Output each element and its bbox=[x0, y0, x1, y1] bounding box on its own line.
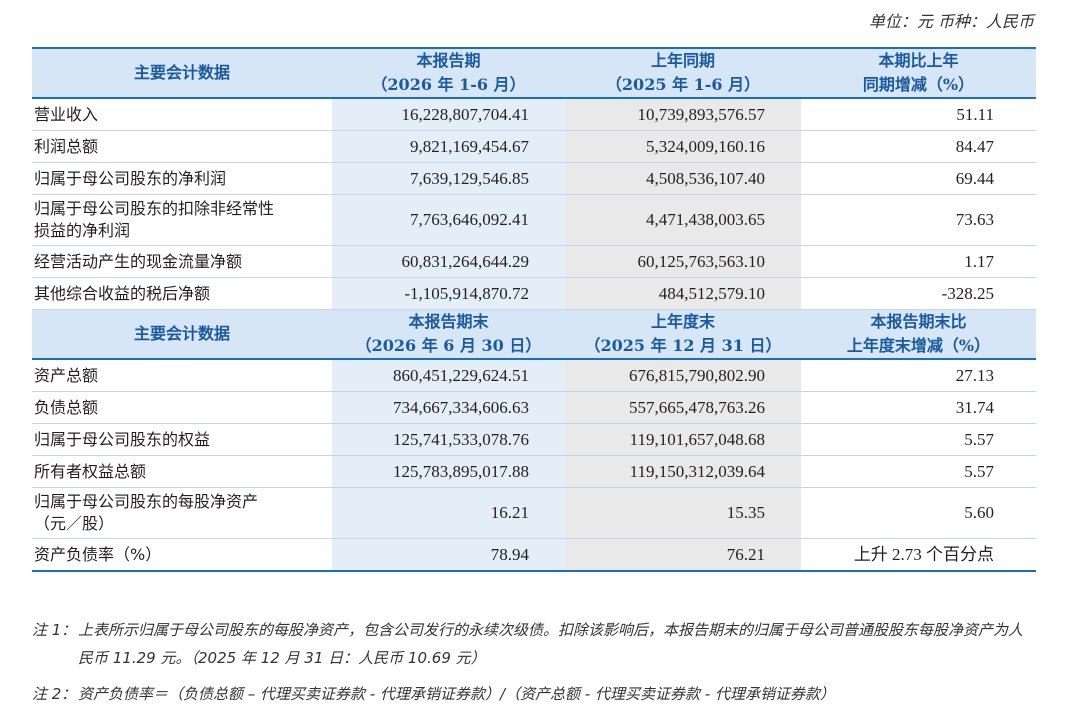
table-row: 负债总额 734,667,334,606.63 557,665,478,763.26… bbox=[32, 391, 1036, 424]
row-value-v2: 119,101,657,048.68 bbox=[565, 423, 801, 456]
row-value-v1: 16,228,807,704.41 bbox=[332, 98, 565, 131]
section2-header-row: 主要会计数据 本报告期末 （2026 年 6 月 30 日） 上年度末 （202… bbox=[32, 309, 1036, 360]
row-value-v3: 5.57 bbox=[801, 455, 1036, 488]
table-row: 归属于母公司股东的权益 125,741,533,078.76 119,101,657… bbox=[32, 423, 1036, 456]
row-label: 营业收入 bbox=[32, 98, 332, 131]
row-label: 资产总额 bbox=[32, 359, 332, 392]
row-value-v1: 9,821,169,454.67 bbox=[332, 130, 565, 163]
row-value-v1: 734,667,334,606.63 bbox=[332, 391, 565, 424]
note-2-text: 资产负债率＝（负债总额 – 代理买卖证券款 - 代理承销证券款）/（资产总额 -… bbox=[78, 685, 835, 703]
unit-label: 单位：元 币种：人民币 bbox=[868, 12, 1034, 31]
row-label: 归属于母公司股东的净利润 bbox=[32, 162, 332, 195]
financial-data-table: 主要会计数据 本报告期 （2026 年 1-6 月） 上年同期 （2025 年 … bbox=[32, 47, 1036, 572]
row-value-v3: 27.13 bbox=[801, 359, 1036, 392]
row-value-v2: 10,739,893,576.57 bbox=[565, 98, 801, 131]
row-value-v1: 125,783,895,017.88 bbox=[332, 455, 565, 488]
note-1-tag: 注 1： bbox=[32, 621, 77, 639]
row-value-v1: -1,105,914,870.72 bbox=[332, 277, 565, 310]
row-label: 负债总额 bbox=[32, 391, 332, 424]
row-value-v2: 4,508,536,107.40 bbox=[565, 162, 801, 195]
row-value-v2: 119,150,312,039.64 bbox=[565, 455, 801, 488]
table-row: 归属于母公司股东的每股净资产 （元／股） 16.21 15.35 5.60 bbox=[32, 487, 1036, 539]
table-row: 其他综合收益的税后净额 -1,105,914,870.72 484,512,579.… bbox=[32, 277, 1036, 310]
table-row: 利润总额 9,821,169,454.67 5,324,009,160.16 84.4… bbox=[32, 130, 1036, 163]
row-value-v1: 860,451,229,624.51 bbox=[332, 359, 565, 392]
row-value-v2: 15.35 bbox=[565, 487, 801, 539]
section2-body: 资产总额 860,451,229,624.51 676,815,790,802.90… bbox=[32, 359, 1036, 572]
section1-body: 营业收入 16,228,807,704.41 10,739,893,576.57 51… bbox=[32, 98, 1036, 310]
row-value-v1: 7,639,129,546.85 bbox=[332, 162, 565, 195]
row-value-v3: 51.11 bbox=[801, 98, 1036, 131]
row-value-v2: 484,512,579.10 bbox=[565, 277, 801, 310]
table-row: 经营活动产生的现金流量净额 60,831,264,644.29 60,125,763… bbox=[32, 245, 1036, 278]
section1-header-prior: 上年同期 （2025 年 1-6 月） bbox=[565, 48, 801, 99]
row-value-v2: 5,324,009,160.16 bbox=[565, 130, 801, 163]
table-row: 营业收入 16,228,807,704.41 10,739,893,576.57 51… bbox=[32, 98, 1036, 131]
row-value-v1: 16.21 bbox=[332, 487, 565, 539]
row-value-v2: 76.21 bbox=[565, 538, 801, 572]
row-label: 利润总额 bbox=[32, 130, 332, 163]
row-label: 其他综合收益的税后净额 bbox=[32, 277, 332, 310]
row-value-v2: 676,815,790,802.90 bbox=[565, 359, 801, 392]
row-value-v2: 60,125,763,563.10 bbox=[565, 245, 801, 278]
section2-header-label: 主要会计数据 bbox=[32, 309, 332, 360]
row-label: 归属于母公司股东的权益 bbox=[32, 423, 332, 456]
row-value-v3: 69.44 bbox=[801, 162, 1036, 195]
row-value-v3: -328.25 bbox=[801, 277, 1036, 310]
row-value-v1: 60,831,264,644.29 bbox=[332, 245, 565, 278]
row-value-v3: 31.74 bbox=[801, 391, 1036, 424]
row-label: 资产负债率（%） bbox=[32, 538, 332, 572]
section2-header-current: 本报告期末 （2026 年 6 月 30 日） bbox=[332, 309, 565, 360]
section2-header-change: 本报告期末比 上年度末增减（%） bbox=[801, 309, 1036, 360]
table-row: 资产负债率（%） 78.94 76.21 上升 2.73 个百分点 bbox=[32, 538, 1036, 572]
section1-header-current: 本报告期 （2026 年 1-6 月） bbox=[332, 48, 565, 99]
table-row: 所有者权益总额 125,783,895,017.88 119,150,312,039… bbox=[32, 455, 1036, 488]
note-2-tag: 注 2： bbox=[32, 685, 77, 703]
section1-header-label: 主要会计数据 bbox=[32, 48, 332, 99]
row-value-v3: 73.63 bbox=[801, 194, 1036, 246]
section2-header-prior: 上年度末 （2025 年 12 月 31 日） bbox=[565, 309, 801, 360]
note-1-text: 上表所示归属于母公司股东的每股净资产，包含公司发行的永续次级债。扣除该影响后，本… bbox=[78, 621, 1024, 667]
row-value-v1: 125,741,533,078.76 bbox=[332, 423, 565, 456]
table-row: 归属于母公司股东的净利润 7,639,129,546.85 4,508,536,10… bbox=[32, 162, 1036, 195]
row-value-v2: 4,471,438,003.65 bbox=[565, 194, 801, 246]
note-2: 注 2： 资产负债率＝（负债总额 – 代理买卖证券款 - 代理承销证券款）/（资… bbox=[32, 680, 1036, 708]
row-value-v3: 上升 2.73 个百分点 bbox=[801, 538, 1036, 572]
row-value-v3: 1.17 bbox=[801, 245, 1036, 278]
row-value-v2: 557,665,478,763.26 bbox=[565, 391, 801, 424]
row-value-v1: 78.94 bbox=[332, 538, 565, 572]
row-value-v3: 5.57 bbox=[801, 423, 1036, 456]
row-value-v3: 84.47 bbox=[801, 130, 1036, 163]
section1-header-row: 主要会计数据 本报告期 （2026 年 1-6 月） 上年同期 （2025 年 … bbox=[32, 48, 1036, 99]
row-label: 归属于母公司股东的每股净资产 （元／股） bbox=[32, 487, 332, 539]
note-1: 注 1： 上表所示归属于母公司股东的每股净资产，包含公司发行的永续次级债。扣除该… bbox=[32, 616, 1036, 672]
table-row: 资产总额 860,451,229,624.51 676,815,790,802.90… bbox=[32, 359, 1036, 392]
row-value-v3: 5.60 bbox=[801, 487, 1036, 539]
section1-header-change: 本期比上年 同期增减（%） bbox=[801, 48, 1036, 99]
notes: 注 1： 上表所示归属于母公司股东的每股净资产，包含公司发行的永续次级债。扣除该… bbox=[32, 616, 1036, 708]
row-label: 经营活动产生的现金流量净额 bbox=[32, 245, 332, 278]
row-label: 归属于母公司股东的扣除非经常性 损益的净利润 bbox=[32, 194, 332, 246]
table-row: 归属于母公司股东的扣除非经常性 损益的净利润 7,763,646,092.41 4,4… bbox=[32, 194, 1036, 246]
row-value-v1: 7,763,646,092.41 bbox=[332, 194, 565, 246]
row-label: 所有者权益总额 bbox=[32, 455, 332, 488]
